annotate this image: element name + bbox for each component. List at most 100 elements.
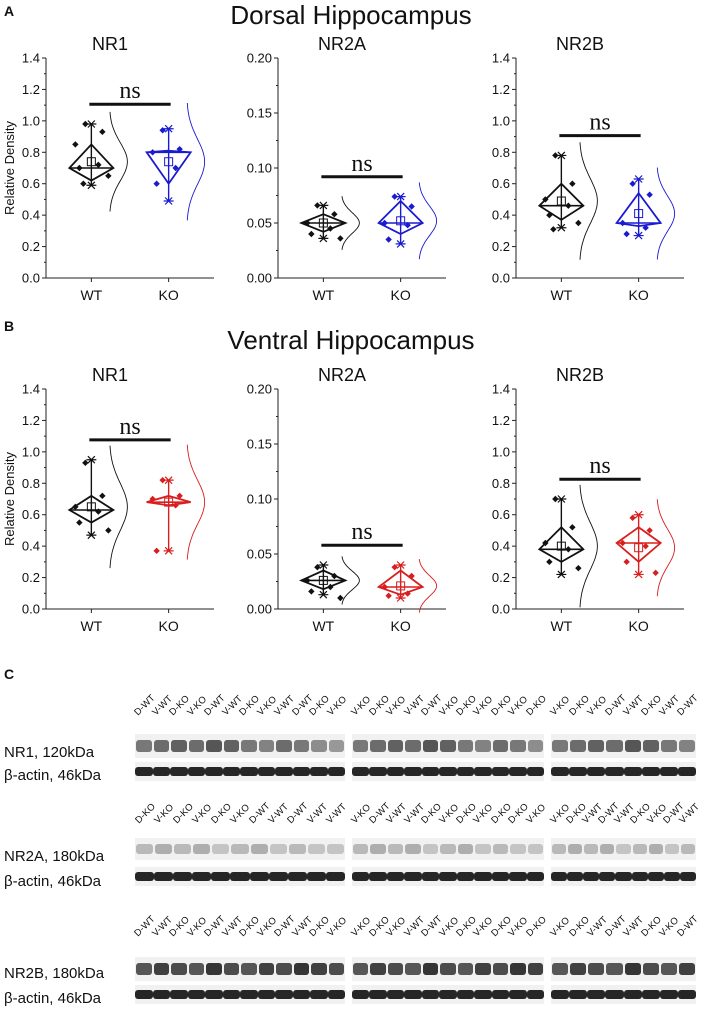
actin-band — [509, 990, 527, 999]
box-wt — [298, 196, 360, 250]
target-band — [153, 740, 169, 752]
blot-target-panel — [551, 957, 696, 981]
diamond-box — [299, 569, 348, 591]
target-band — [616, 844, 631, 854]
data-point — [159, 127, 166, 134]
lane-labels: V-KO D-WT V-WT V-WT D-KO V-KO D-KO V-KO D-KO D-KO… — [349, 786, 547, 826]
lane-labels: V-KO D-KO V-WT D-WT V-WT D-KO V-KO D-WT V-WT — [548, 786, 701, 826]
blot-actin-panel — [135, 985, 345, 1004]
actin-band — [404, 990, 422, 999]
lane-label: V-KO — [152, 802, 176, 826]
actin-band — [152, 767, 170, 776]
actin-band — [275, 990, 293, 999]
target-band — [440, 740, 456, 752]
y-tick-label: 1.4 — [22, 51, 40, 66]
actin-band — [170, 990, 188, 999]
data-point — [308, 230, 315, 238]
target-band — [422, 844, 439, 854]
data-point — [327, 583, 334, 591]
chart-ventral-nr2a: NR2A 0.00 0.05 0.10 0.15 0.20 WT KO ns — [247, 365, 446, 634]
target-band — [510, 963, 526, 975]
actin-band — [170, 767, 188, 776]
actin-band — [306, 872, 326, 881]
target-band — [258, 740, 274, 752]
target-band — [276, 963, 292, 975]
chart-title: NR1 — [92, 365, 128, 385]
mean-marker — [634, 209, 644, 219]
dorsal-title: Dorsal Hippocampus — [230, 0, 472, 30]
blot-target-label: NR1, 120kDa — [4, 744, 95, 761]
panel-label-c: C — [4, 666, 15, 682]
target-band — [475, 963, 491, 975]
y-tick-label: 1.4 — [492, 382, 510, 397]
actin-band — [659, 767, 678, 776]
distribution-curve — [109, 445, 128, 569]
extreme-marker — [633, 231, 644, 240]
target-band — [584, 844, 599, 854]
actin-band — [352, 767, 370, 776]
actin-band — [135, 872, 155, 881]
target-band — [678, 963, 695, 975]
lane-label: D-WT — [247, 800, 273, 826]
significance-label: ns — [589, 453, 610, 479]
data-point — [575, 564, 582, 572]
target-band — [353, 963, 369, 975]
y-tick-label: 0.6 — [492, 507, 510, 522]
target-band — [648, 844, 663, 854]
target-band — [153, 963, 169, 975]
mean-marker — [86, 157, 96, 167]
target-band — [552, 844, 567, 854]
box-wt — [299, 556, 360, 605]
y-tick-label: 0.4 — [22, 208, 40, 223]
data-point — [76, 519, 83, 526]
target-band — [387, 740, 404, 752]
actin-band — [526, 872, 544, 881]
data-point — [82, 120, 89, 128]
target-band — [527, 844, 543, 854]
target-band — [552, 740, 569, 752]
actin-band — [275, 767, 293, 776]
actin-band — [439, 990, 457, 999]
actin-band — [631, 872, 648, 881]
y-tick-label: 1.0 — [22, 113, 40, 128]
lane-labels: D-WT V-WT D-KO V-KO D-WT V-WT D-KO V-KO D-WT V-WT… — [132, 899, 348, 939]
lane-label: V-KO — [228, 802, 253, 826]
data-point — [408, 203, 415, 210]
actin-band — [310, 990, 328, 999]
actin-band — [327, 990, 345, 999]
y-tick-label: 1.0 — [492, 444, 510, 459]
mean-marker — [318, 575, 328, 585]
actin-band — [659, 990, 678, 999]
actin-band — [567, 872, 584, 881]
extreme-marker — [556, 223, 567, 232]
actin-band — [230, 872, 250, 881]
box-wt — [537, 142, 598, 260]
distribution-curve — [109, 111, 128, 212]
target-band — [405, 963, 421, 975]
x-tick-label: WT — [312, 618, 334, 634]
actin-band — [135, 990, 153, 999]
diamond-box — [615, 191, 663, 228]
distribution-curve — [186, 444, 206, 560]
extreme-marker — [318, 234, 329, 243]
lane-label: D-WT — [675, 692, 701, 718]
actin-band — [474, 872, 492, 881]
target-band — [387, 844, 404, 854]
target-band — [680, 844, 695, 854]
target-band — [642, 963, 659, 975]
actin-band — [647, 872, 664, 881]
box-wt — [537, 484, 598, 608]
lane-labels: V-KO D-KO V-KO D-WT V-WT D-KO V-WT D-WT — [549, 678, 701, 718]
distribution-curve — [656, 499, 676, 597]
target-band — [600, 844, 615, 854]
chart-dorsal-nr2a: NR2A 0.00 0.05 0.10 0.15 0.20 WT KO ns — [247, 34, 446, 303]
chart-title: NR2A — [318, 365, 366, 385]
target-band — [311, 963, 327, 975]
y-tick-label: 1.2 — [22, 413, 40, 428]
y-tick-label: 0.4 — [492, 539, 510, 554]
actin-band — [421, 767, 440, 776]
target-band — [370, 963, 386, 975]
mean-marker — [556, 196, 566, 206]
y-tick-label: 0.15 — [247, 106, 272, 121]
blot-target-label: NR2A, 180kDa — [4, 848, 105, 865]
